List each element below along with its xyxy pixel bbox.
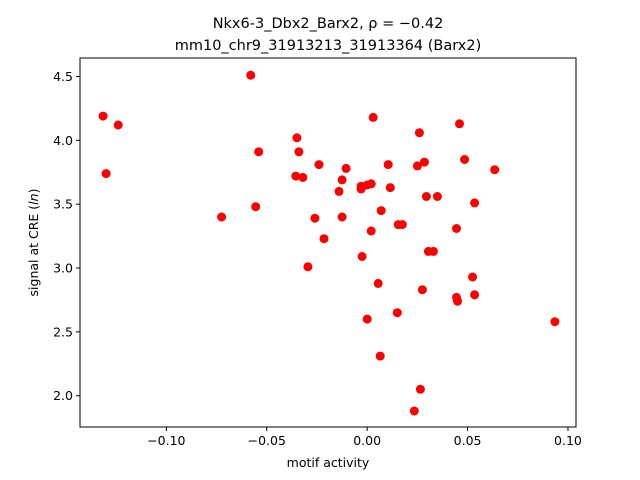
y-tick-label-2: 3.0 bbox=[53, 261, 73, 276]
data-point-0 bbox=[98, 111, 108, 121]
x-axis-ticks: −0.10 −0.05 0.00 0.05 0.10 bbox=[147, 427, 582, 448]
plot-frame bbox=[79, 57, 577, 428]
data-point-14 bbox=[319, 234, 329, 244]
data-point-30 bbox=[383, 160, 393, 170]
data-point-7 bbox=[291, 171, 301, 181]
data-point-6 bbox=[254, 147, 264, 157]
data-point-46 bbox=[452, 224, 461, 233]
data-point-29 bbox=[376, 206, 386, 216]
x-tick-label-0: −0.10 bbox=[147, 433, 185, 448]
data-point-5 bbox=[251, 202, 261, 212]
y-tick-label-0: 2.0 bbox=[53, 388, 73, 403]
data-point-47 bbox=[453, 296, 462, 306]
data-point-36 bbox=[412, 161, 422, 171]
data-point-43 bbox=[428, 246, 438, 256]
y-axis-label-suffix: ) bbox=[26, 189, 41, 194]
x-tick-label-3: 0.05 bbox=[454, 433, 482, 448]
data-point-38 bbox=[415, 384, 425, 394]
data-points bbox=[98, 70, 560, 416]
data-point-9 bbox=[294, 147, 304, 157]
chart-title-line1: Nkx6-3_Dbx2_Barx2, ρ = −0.42 bbox=[213, 16, 444, 32]
data-point-37 bbox=[414, 128, 424, 138]
data-point-13 bbox=[314, 160, 324, 170]
x-tick-label-4: 0.10 bbox=[554, 433, 582, 448]
chart-title-line2: mm10_chr9_31913213_31913364 (Barx2) bbox=[175, 38, 482, 54]
data-point-2 bbox=[113, 120, 123, 130]
x-tick-label-2: 0.00 bbox=[353, 433, 381, 448]
y-axis-label-italic: ln bbox=[26, 193, 41, 204]
y-axis-label-prefix: signal at CRE ( bbox=[26, 205, 41, 297]
data-point-27 bbox=[373, 278, 383, 288]
data-point-41 bbox=[421, 192, 431, 201]
data-point-25 bbox=[366, 226, 376, 236]
data-point-15 bbox=[334, 186, 344, 196]
data-point-31 bbox=[385, 183, 395, 193]
data-point-32 bbox=[392, 308, 402, 318]
data-point-52 bbox=[470, 198, 480, 208]
data-point-16 bbox=[337, 175, 347, 185]
y-axis-label: signal at CRE (ln) bbox=[26, 189, 41, 297]
data-point-26 bbox=[368, 112, 378, 122]
data-point-48 bbox=[455, 119, 464, 129]
data-point-51 bbox=[470, 290, 480, 300]
y-tick-label-5: 4.5 bbox=[53, 69, 73, 84]
data-point-24 bbox=[366, 179, 376, 189]
data-point-21 bbox=[357, 252, 367, 261]
data-point-8 bbox=[292, 133, 302, 143]
data-point-35 bbox=[409, 406, 419, 416]
data-point-40 bbox=[419, 157, 429, 167]
data-point-18 bbox=[341, 163, 351, 173]
y-axis-ticks: 2.0 2.5 3.0 3.5 4.0 4.5 bbox=[53, 69, 80, 403]
data-point-39 bbox=[417, 285, 427, 295]
data-point-17 bbox=[337, 212, 347, 222]
data-point-12 bbox=[310, 213, 320, 223]
data-point-1 bbox=[101, 169, 111, 179]
data-point-54 bbox=[550, 317, 560, 327]
x-axis-label: motif activity bbox=[287, 455, 370, 470]
data-point-53 bbox=[490, 165, 500, 175]
data-point-49 bbox=[460, 155, 470, 164]
data-point-11 bbox=[303, 262, 313, 272]
data-point-10 bbox=[298, 172, 308, 182]
data-point-4 bbox=[246, 70, 256, 80]
data-point-28 bbox=[375, 351, 385, 361]
data-point-23 bbox=[362, 314, 372, 324]
y-tick-label-3: 3.5 bbox=[53, 197, 73, 212]
data-point-3 bbox=[217, 212, 227, 222]
y-tick-label-4: 4.0 bbox=[53, 133, 73, 148]
y-tick-label-1: 2.5 bbox=[53, 324, 73, 339]
data-point-34 bbox=[397, 220, 407, 230]
x-tick-label-1: −0.05 bbox=[248, 433, 286, 448]
data-point-50 bbox=[468, 272, 478, 282]
data-point-44 bbox=[432, 192, 442, 201]
